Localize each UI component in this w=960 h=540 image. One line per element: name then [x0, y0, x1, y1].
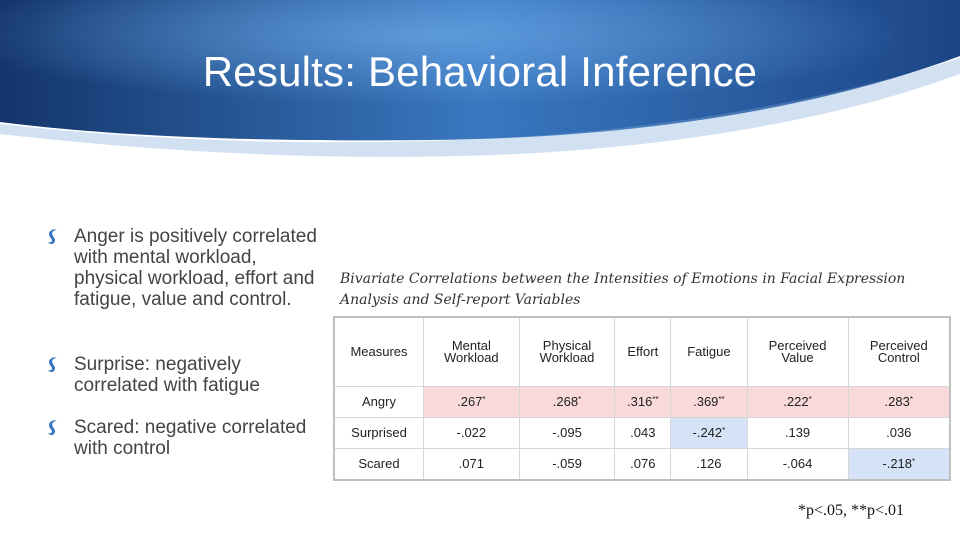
correlation-value: .139: [784, 425, 811, 440]
slide-title: Results: Behavioral Inference: [202, 48, 758, 95]
correlation-cell: .126: [670, 448, 748, 481]
row-measure-label: Surprised: [333, 417, 424, 449]
significance-footnote: *p<.05, **p<.01: [798, 502, 905, 519]
column-header-line: Perceived: [869, 338, 928, 353]
column-header-line: Mental: [451, 338, 491, 353]
correlation-value: .267: [457, 394, 483, 409]
correlation-value: -.218: [882, 456, 913, 471]
correlation-cell: -.059: [518, 448, 616, 481]
header-banner: Results: Behavioral Inference: [0, 0, 960, 200]
column-header-line: Control: [877, 350, 920, 365]
correlation-cell: .316**: [614, 386, 672, 418]
swan-bullet-icon: [48, 420, 57, 436]
correlation-value: -.064: [782, 456, 813, 471]
column-header: Mental Workload: [423, 316, 520, 387]
bullet-text: Anger is positively correlated with ment…: [74, 226, 317, 310]
column-header-line: Effort: [627, 344, 659, 359]
correlation-cell: -.064: [746, 448, 849, 481]
column-header: Effort: [614, 316, 672, 387]
correlation-value: .268: [552, 394, 579, 409]
significance-marker: *: [722, 426, 726, 435]
correlation-cell: -.022: [423, 417, 520, 449]
correlation-value: -.242: [692, 425, 723, 440]
correlation-value: .036: [886, 425, 912, 440]
significance-marker: *: [578, 395, 582, 404]
correlation-cell: .043: [614, 417, 672, 449]
row-measure-label: Scared: [333, 448, 424, 481]
correlation-value: .283: [884, 394, 910, 409]
correlation-cell: .267*: [423, 386, 520, 418]
correlation-cell: .071: [423, 448, 520, 481]
correlation-cell: .036: [847, 417, 951, 449]
correlation-cell: -.218*: [847, 448, 951, 481]
correlation-cell: .139: [746, 417, 849, 449]
table-row: Surprised -.022 -.095 .043 -.242* .139 .036: [333, 417, 951, 449]
correlation-value: -.022: [456, 425, 487, 440]
correlation-value: .043: [630, 425, 656, 440]
swan-bullet-icon: [48, 357, 57, 373]
significance-marker: *: [808, 395, 812, 404]
significance-marker: *: [909, 395, 913, 404]
correlation-value: .222: [783, 394, 809, 409]
significance-marker: *: [482, 395, 486, 404]
table-row: Angry .267* .268* .316** .369** .222* .283*: [333, 386, 951, 418]
swan-bullet-icon: [48, 229, 57, 245]
correlation-value: -.059: [552, 456, 582, 471]
correlation-cell: .076: [614, 448, 672, 481]
bullet-text: Surprise: negatively correlated with fat…: [74, 354, 260, 396]
column-header: Physical Workload: [518, 316, 616, 387]
column-header-line: Measures: [350, 344, 408, 359]
column-header-line: Workload: [539, 350, 595, 365]
column-header: Measures: [333, 316, 424, 387]
table-row: Scared .071 -.059 .076 .126 -.064 -.218*: [333, 448, 951, 481]
bullet-text: Scared: negative correlated with control: [74, 417, 307, 459]
correlation-value: .316: [627, 394, 653, 409]
column-header-line: Physical: [542, 338, 592, 353]
correlation-value: .369: [693, 394, 719, 409]
significance-marker: *: [912, 457, 916, 466]
table-caption: Bivariate Correlations between the Inten…: [340, 271, 906, 308]
column-header: Fatigue: [670, 316, 748, 387]
column-header-line: Workload: [443, 350, 499, 365]
correlation-value: .076: [630, 456, 656, 471]
correlation-cell: .222*: [746, 386, 849, 418]
column-header: Perceived Value: [746, 316, 849, 387]
correlation-cell: .369**: [670, 386, 748, 418]
correlation-table: Measures Mental Workload Physical Workload Ef…: [333, 316, 951, 481]
row-measure-label: Angry: [333, 386, 424, 418]
column-header-line: Perceived: [768, 338, 827, 353]
correlation-cell: .283*: [847, 386, 951, 418]
header-background: [0, 0, 960, 157]
table-header-row: Measures Mental Workload Physical Workload Ef…: [333, 316, 951, 387]
correlation-value: -.095: [552, 425, 582, 440]
correlation-value: .126: [696, 456, 722, 471]
correlation-cell: .268*: [518, 386, 616, 418]
correlation-cell: -.242*: [670, 417, 748, 449]
column-header: Perceived Control: [847, 316, 951, 387]
column-header-line: Value: [781, 350, 814, 365]
correlation-cell: -.095: [518, 417, 616, 449]
significance-marker: **: [652, 395, 659, 404]
correlation-value: .071: [458, 456, 484, 471]
column-header-line: Fatigue: [687, 344, 731, 359]
significance-marker: **: [718, 395, 725, 404]
